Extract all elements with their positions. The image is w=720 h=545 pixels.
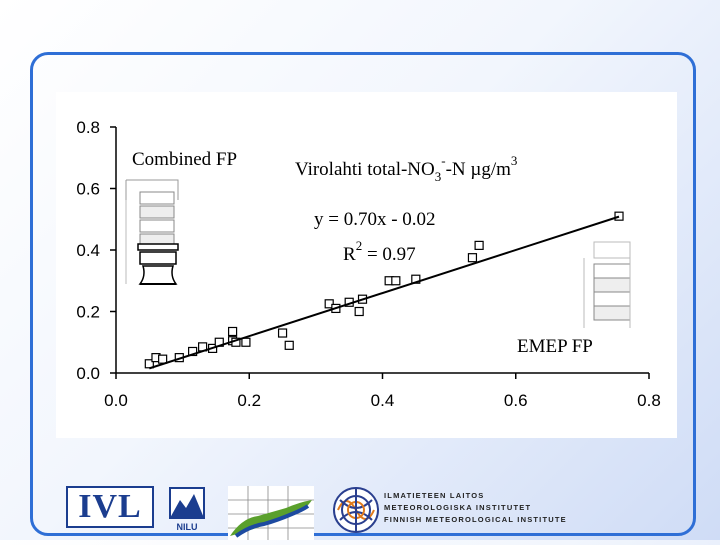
x-tick-label: 0.4 [371,391,395,410]
y-tick-label: 0.0 [76,364,100,383]
data-point [324,299,334,309]
y-axis-label: Combined FP [132,149,237,170]
emep-fp-sampler-icon [583,241,631,328]
slide-frame [30,52,696,536]
fmi-line-3: FINNISH METEOROLOGICAL INSTITUTE [384,515,567,524]
nilu-mountain-icon [169,487,205,519]
data-point [354,306,364,317]
r-squared-label: R2 = 0.97 [343,238,416,265]
fmi-logo-text: ILMATIETEEN LAITOS METEOROLOGISKA INSTIT… [384,490,580,526]
finland-map-logo [228,486,314,540]
regression-equation: y = 0.70x - 0.02 [314,209,436,230]
y-tick-label: 0.8 [76,118,100,137]
ivl-logo-text: IVL [78,488,142,525]
nilu-logo-text: NILU [176,522,198,532]
x-tick-label: 0.6 [504,391,528,410]
fmi-line-1: ILMATIETEEN LAITOS [384,491,485,500]
data-point [284,340,294,350]
data-point [227,326,238,337]
data-point [277,328,288,338]
data-point [158,354,168,364]
x-tick-label: 0.8 [637,391,661,410]
fit-line [149,215,620,370]
chart-ticks: 0.0 0.2 0.4 0.6 0.8 0.0 0.2 0.4 0.6 0.8 [76,118,660,410]
chart-title: Virolahti total-NO3--N µg/m3 [295,153,517,184]
chart-panel: 0.0 0.2 0.4 0.6 0.8 0.0 0.2 0.4 0.6 0.8 Com [56,92,677,438]
data-point [241,337,251,347]
y-tick-label: 0.6 [76,180,100,199]
x-tick-label: 0.0 [104,391,128,410]
data-point [474,240,484,250]
x-axis-label: EMEP FP [517,336,593,357]
x-tick-label: 0.2 [237,391,261,410]
data-point [614,211,624,221]
fmi-line-2: METEOROLOGISKA INSTITUTET [384,503,532,512]
data-point [391,276,401,286]
data-point [188,346,198,357]
fmi-logo: ILMATIETEEN LAITOS METEOROLOGISKA INSTIT… [332,486,580,538]
ivl-logo: IVL [66,486,154,528]
data-point [467,253,478,263]
scatter-chart: 0.0 0.2 0.4 0.6 0.80.00.20.40.60.8 Com [76,118,660,410]
fmi-globe-icon [333,487,379,533]
nilu-logo: NILU [166,486,208,532]
combined-fp-sampler-icon [125,179,179,285]
y-tick-label: 0.2 [76,303,100,322]
finland-map-icon [228,486,314,540]
y-tick-label: 0.4 [76,241,100,260]
